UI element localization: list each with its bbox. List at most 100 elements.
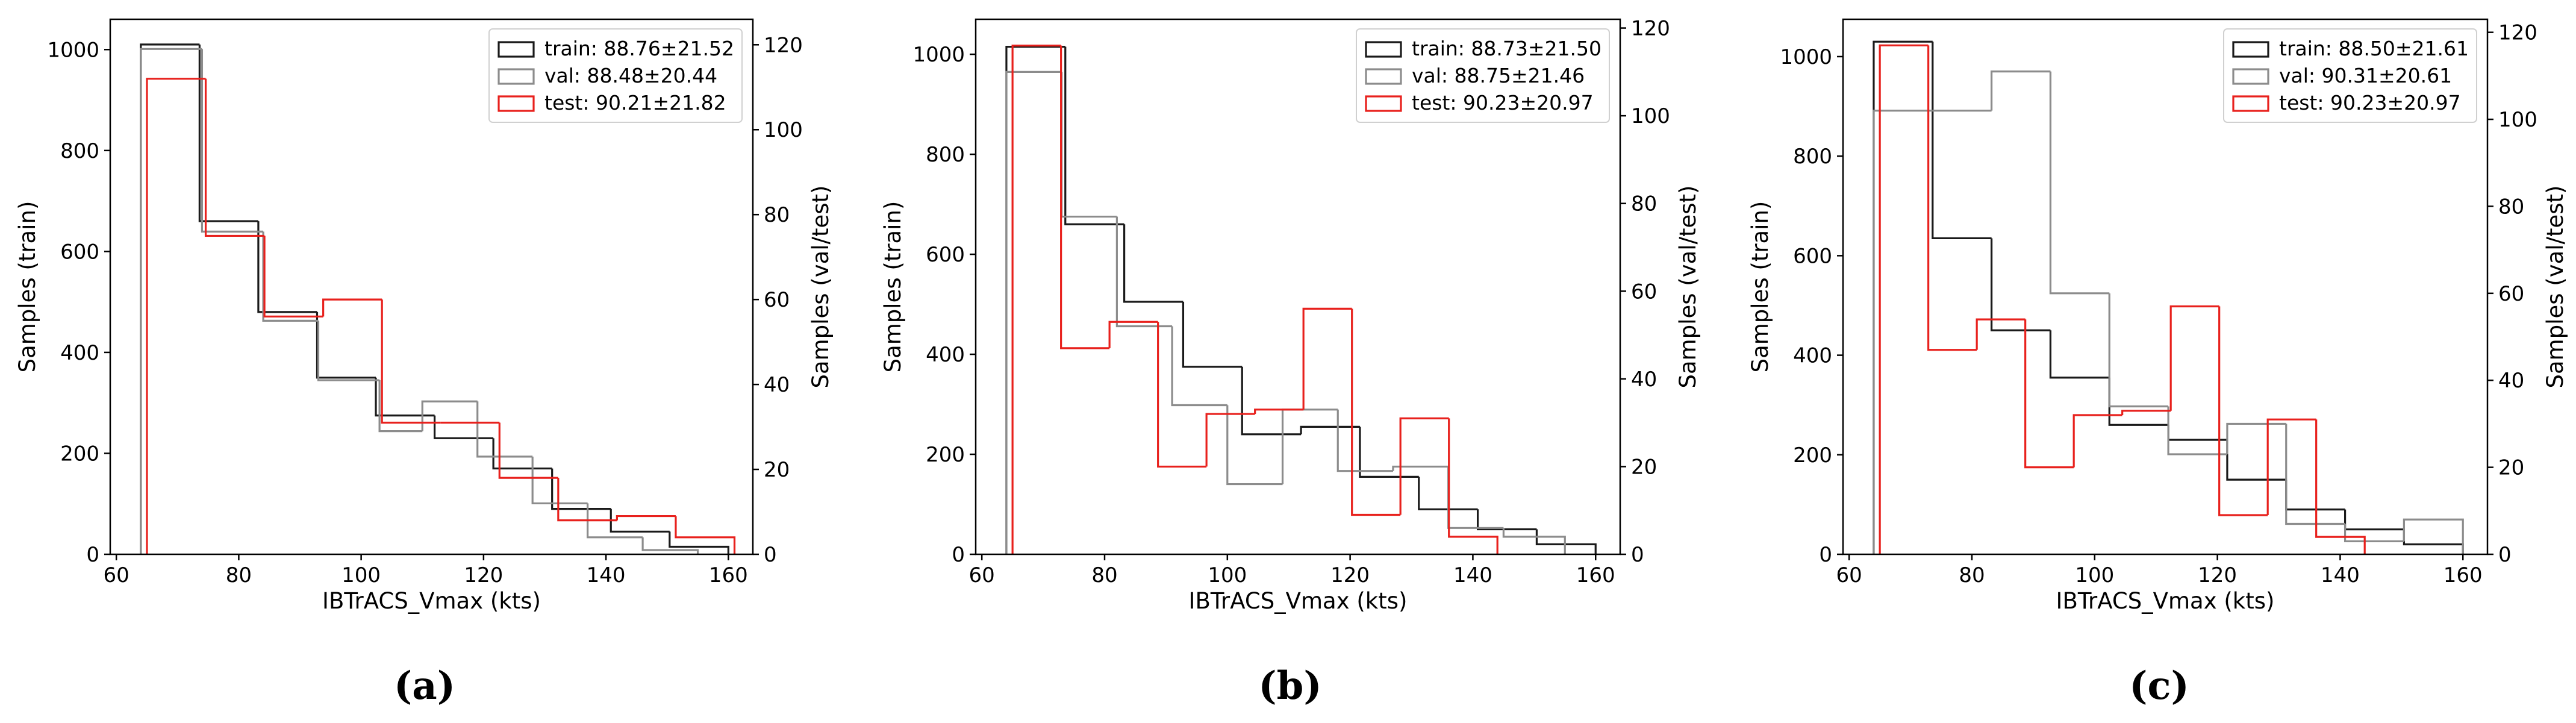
bar-test-9	[1399, 417, 1449, 515]
bar-val-5	[1226, 405, 1283, 486]
x-tick-label: 80	[1959, 563, 1985, 587]
y-left-tick-label: 600	[926, 243, 965, 267]
y-right-tick-label: 60	[1631, 280, 1657, 304]
bar-val-6	[2167, 406, 2227, 455]
bar-train-8	[551, 468, 611, 510]
y-left-axis-label: Samples (train)	[14, 201, 40, 373]
y-right-tick-label: 80	[1631, 192, 1657, 216]
x-tick-label: 100	[2075, 563, 2114, 587]
legend-swatch-train	[497, 41, 535, 58]
legend-label-test: test: 90.23±20.97	[2279, 91, 2461, 114]
bar-val-5	[378, 380, 423, 433]
y-left-tick-label: 800	[60, 139, 99, 163]
y-left-tick-label: 600	[60, 240, 99, 264]
bar-test-3	[1108, 321, 1158, 348]
y-right-tick-label: 100	[764, 118, 803, 142]
x-tick-label: 140	[2321, 563, 2360, 587]
bar-test-1	[1011, 45, 1061, 554]
x-axis-label: IBTrACS_Vmax (kts)	[322, 588, 541, 614]
y-left-tick-label: 800	[1793, 145, 1832, 169]
legend-label-test: test: 90.23±20.97	[1412, 91, 1594, 114]
panel-label: (b)	[1258, 663, 1321, 709]
legend-label-val: val: 88.48±20.44	[544, 64, 717, 87]
y-left-tick-label: 800	[926, 143, 965, 167]
bar-test-3	[263, 236, 323, 318]
bar-train-2	[198, 44, 258, 222]
y-left-tick-label: 600	[1793, 244, 1832, 268]
bar-test-7	[498, 422, 558, 479]
bar-test-5	[1205, 413, 1255, 467]
series-val	[140, 48, 699, 554]
bar-test-1	[1879, 44, 1929, 554]
bar-train-4	[2049, 330, 2110, 379]
x-tick-label: 160	[1576, 563, 1615, 587]
legend-box	[488, 28, 743, 123]
legend-label-train: train: 88.73±21.50	[1412, 37, 1601, 60]
bar-train-5	[375, 377, 435, 417]
bar-train-9	[1476, 509, 1537, 531]
y-right-axis-label: Samples (val/test)	[1675, 185, 1701, 388]
x-tick-label: 120	[2198, 563, 2237, 587]
bar-test-6	[2121, 410, 2171, 415]
legend: train: 88.73±21.50 val: 88.75±21.46 test: …	[1356, 28, 1610, 123]
chart-panel-3: 60 80 100 120 140 160 0 200 400 600 800 1000 0 20 40 60…	[1747, 18, 2568, 709]
y-left-tick-label: 200	[60, 442, 99, 466]
legend: train: 88.50±21.61 val: 90.31±20.61 test: …	[2223, 28, 2477, 123]
x-tick-label: 80	[1091, 563, 1117, 587]
x-axis-label: IBTrACS_Vmax (kts)	[2056, 588, 2275, 614]
bar-test-7	[1302, 307, 1352, 410]
bar-train-10	[669, 531, 729, 554]
y-right-tick-label: 120	[1631, 17, 1670, 41]
bar-train-7	[2226, 440, 2286, 481]
bar-val-5	[2108, 293, 2169, 408]
y-left-tick-label: 400	[60, 341, 99, 365]
chart-panel-1: 60 80 100 120 140 160 0 200 400 600 800 1000 0 20 40 60…	[14, 18, 834, 709]
plot-frame	[109, 18, 754, 556]
y-right-tick-label: 20	[1631, 455, 1657, 479]
bar-val-3	[262, 231, 319, 322]
bar-val-2	[1061, 72, 1117, 218]
bar-val-1	[140, 48, 202, 554]
x-tick-label: 100	[1208, 563, 1247, 587]
y-left-tick-label: 1000	[1780, 45, 1832, 69]
bar-test-4	[1157, 322, 1207, 468]
bar-test-8	[2218, 306, 2268, 516]
y-right-axis-label: Samples (val/test)	[2542, 185, 2568, 388]
legend: train: 88.76±21.52 val: 88.48±20.44 test: …	[488, 28, 743, 123]
bar-val-9	[1447, 466, 1504, 529]
y-left-tick-label: 0	[86, 543, 99, 567]
bar-val-8	[1392, 465, 1449, 471]
legend-label-train: train: 88.50±21.61	[2279, 37, 2469, 60]
bar-val-2	[201, 49, 264, 233]
y-left-tick-label: 200	[1793, 443, 1832, 468]
series-test	[1879, 44, 2366, 554]
x-tick-label: 120	[464, 563, 503, 587]
x-tick-label: 60	[1836, 563, 1862, 587]
bar-val-9	[2344, 524, 2404, 542]
bar-test-4	[2024, 319, 2074, 469]
bar-test-10	[1448, 418, 1499, 554]
y-right-tick-label: 80	[764, 203, 790, 227]
bar-train-5	[1241, 366, 1302, 436]
bar-test-3	[1976, 318, 2026, 350]
y-left-tick-label: 400	[1793, 344, 1832, 368]
panel-label: (c)	[2129, 663, 2189, 709]
y-right-axis-label: Samples (val/test)	[808, 185, 834, 388]
bar-train-3	[1123, 224, 1184, 303]
bar-test-6	[1254, 408, 1304, 415]
bar-train-4	[316, 311, 376, 379]
bar-val-10	[641, 537, 699, 554]
y-right-tick-label: 120	[2498, 21, 2537, 45]
chart-panel-2: 60 80 100 120 140 160 0 200 400 600 800 1000 0 20 40 60…	[880, 17, 1701, 709]
legend-swatch-val	[497, 68, 535, 85]
bar-test-2	[1060, 45, 1110, 349]
legend-swatch-val	[1365, 68, 1402, 85]
bar-val-7	[476, 401, 533, 458]
legend-swatch-test	[497, 95, 535, 112]
bar-test-8	[557, 478, 617, 522]
panel-label: (a)	[394, 663, 455, 709]
bar-test-4	[322, 298, 382, 317]
plot-frame	[975, 18, 1621, 556]
bar-train-6	[1300, 425, 1360, 434]
x-tick-label: 60	[969, 563, 995, 587]
